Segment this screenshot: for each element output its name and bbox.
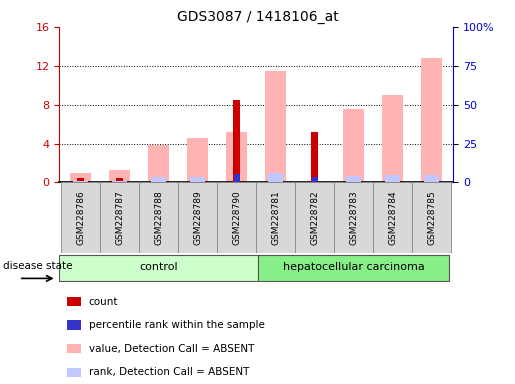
Bar (343, 109, 365, 182)
Text: GSM228788: GSM228788 (154, 190, 163, 245)
Bar (373, 182, 412, 253)
Text: disease state: disease state (3, 261, 72, 271)
Text: count: count (89, 297, 118, 307)
Bar (67, 344, 81, 353)
Bar (70, 173, 91, 182)
Bar (265, 71, 286, 182)
Bar (233, 174, 240, 182)
Bar (178, 182, 217, 253)
Text: GSM228785: GSM228785 (427, 190, 436, 245)
Bar (67, 321, 81, 330)
Bar (258, 255, 449, 281)
Bar (217, 182, 256, 253)
Bar (268, 173, 283, 182)
Bar (382, 95, 403, 182)
Bar (295, 182, 334, 253)
Bar (226, 132, 247, 182)
Text: GDS3087 / 1418106_at: GDS3087 / 1418106_at (177, 10, 338, 23)
Bar (412, 182, 451, 253)
Bar (73, 181, 88, 182)
Bar (112, 181, 127, 182)
Text: GSM228784: GSM228784 (388, 190, 397, 245)
Bar (233, 100, 240, 182)
Bar (312, 177, 318, 182)
Bar (59, 255, 258, 281)
Bar (385, 175, 400, 182)
Bar (424, 175, 439, 182)
Bar (61, 182, 100, 253)
Text: GSM228783: GSM228783 (349, 190, 358, 245)
Text: percentile rank within the sample: percentile rank within the sample (89, 320, 265, 330)
Bar (334, 182, 373, 253)
Text: GSM228787: GSM228787 (115, 190, 124, 245)
Text: control: control (140, 262, 178, 272)
Bar (77, 177, 84, 182)
Text: GSM228782: GSM228782 (310, 190, 319, 245)
Bar (346, 176, 361, 182)
Bar (190, 177, 205, 182)
Bar (421, 58, 442, 182)
Bar (187, 138, 209, 182)
Text: value, Detection Call = ABSENT: value, Detection Call = ABSENT (89, 344, 254, 354)
Bar (148, 146, 169, 182)
Text: rank, Detection Call = ABSENT: rank, Detection Call = ABSENT (89, 367, 249, 377)
Bar (67, 367, 81, 377)
Bar (109, 170, 130, 182)
Text: GSM228790: GSM228790 (232, 190, 241, 245)
Bar (116, 177, 123, 182)
Bar (139, 182, 178, 253)
Bar (67, 297, 81, 306)
Bar (151, 177, 166, 182)
Text: GSM228781: GSM228781 (271, 190, 280, 245)
Bar (100, 182, 139, 253)
Bar (256, 182, 295, 253)
Text: hepatocellular carcinoma: hepatocellular carcinoma (283, 262, 424, 272)
Text: GSM228786: GSM228786 (76, 190, 85, 245)
Text: GSM228789: GSM228789 (193, 190, 202, 245)
Bar (311, 132, 318, 182)
